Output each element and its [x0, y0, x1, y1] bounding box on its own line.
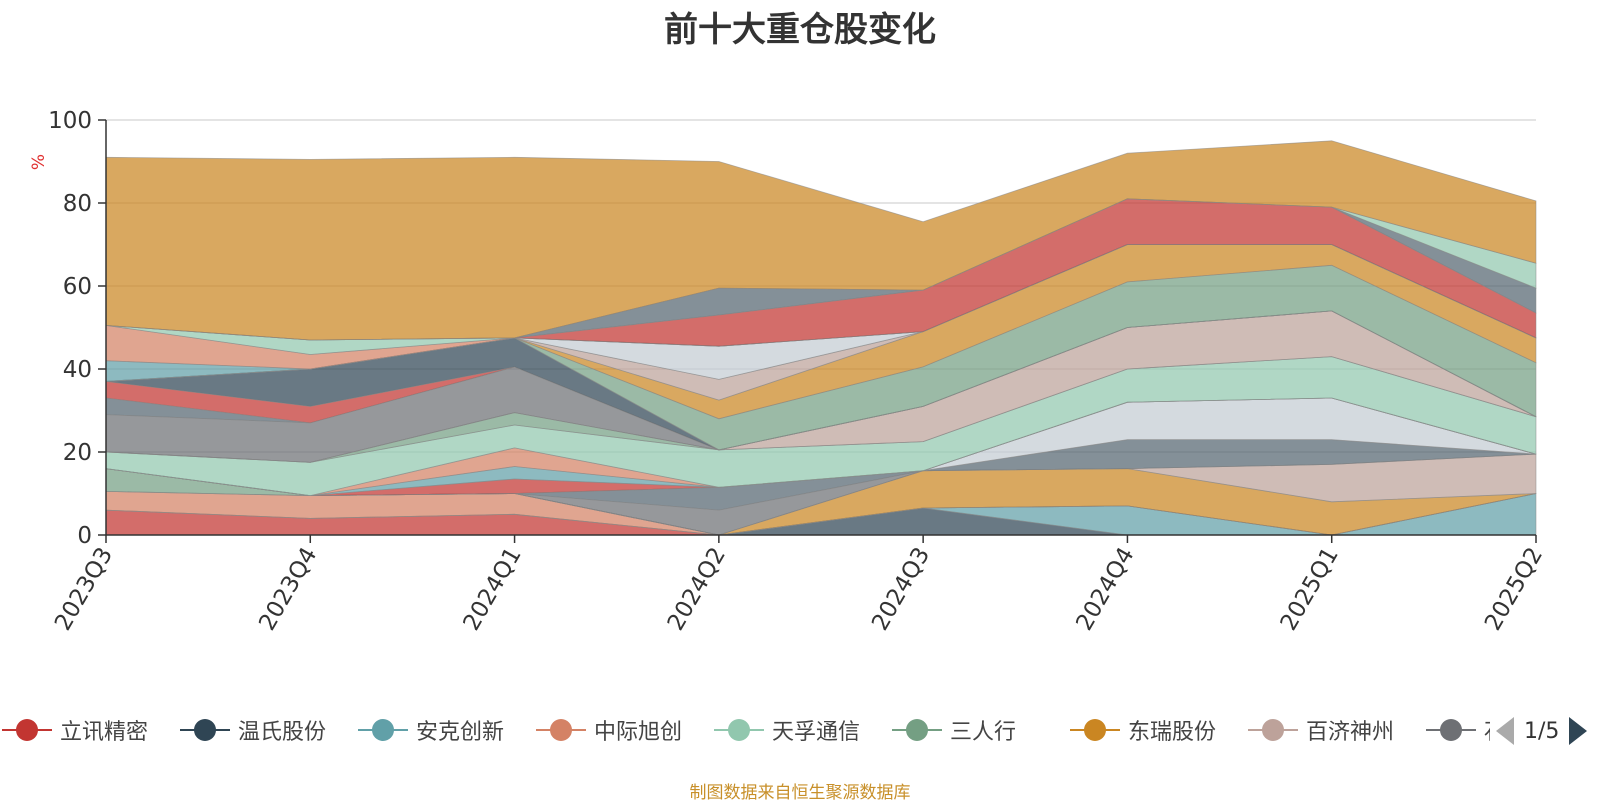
legend-item[interactable]: 温氏股份 — [178, 712, 326, 748]
chart-title: 前十大重仓股变化 — [664, 10, 936, 50]
legend-label: 温氏股份 — [238, 720, 327, 745]
legend-marker-dot — [1084, 719, 1106, 741]
legend-pager: 1/5 — [1496, 716, 1588, 746]
legend-label: 立讯精密 — [60, 720, 149, 745]
y-tick-label: 40 — [63, 357, 92, 383]
y-axis-unit-label: % — [29, 154, 49, 170]
x-tick-label: 2025Q2 — [1480, 543, 1548, 635]
legend-item[interactable]: 三人行 — [890, 712, 1016, 748]
areas-layer — [105, 140, 1537, 536]
x-tick-label: 2024Q1 — [459, 543, 527, 635]
legend-item[interactable]: 百济神州 — [1246, 712, 1394, 748]
y-tick-label: 60 — [63, 274, 92, 300]
legend-item[interactable]: 石头科技 — [1424, 712, 1490, 748]
legend-marker-dot — [16, 719, 38, 741]
legend-label: 百济神州 — [1306, 720, 1395, 745]
x-tick-label: 2025Q1 — [1276, 543, 1344, 635]
legend-item[interactable]: 天孚通信 — [712, 712, 860, 748]
x-tick-label: 2024Q3 — [867, 543, 935, 635]
legend-marker-icon — [890, 712, 944, 748]
legend-marker-dot — [1262, 719, 1284, 741]
legend-label: 三人行 — [950, 720, 1017, 745]
legend-item[interactable]: 中际旭创 — [534, 712, 682, 748]
y-tick-label: 0 — [77, 523, 92, 549]
x-tick-label: 2024Q4 — [1071, 543, 1139, 635]
legend-item[interactable]: 安克创新 — [356, 712, 504, 748]
legend-marker-dot — [372, 719, 394, 741]
legend-marker-dot — [906, 719, 928, 741]
x-tick-label: 2023Q3 — [50, 543, 118, 635]
legend-prev-page-button[interactable] — [1496, 717, 1514, 745]
legend-marker-icon — [178, 712, 232, 748]
legend-label: 天孚通信 — [772, 720, 861, 745]
legend-marker-dot — [550, 719, 572, 741]
legend-marker-dot — [194, 719, 216, 741]
legend-label: 石头科技 — [1484, 714, 1490, 746]
legend-marker-dot — [1440, 719, 1462, 741]
area-series-31 — [105, 140, 1537, 341]
legend-marker-icon — [1246, 712, 1300, 748]
legend-page-indicator: 1/5 — [1524, 718, 1560, 744]
legend-marker-icon — [712, 712, 766, 748]
x-tick-label: 2023Q4 — [254, 543, 322, 635]
legend-marker-dot — [728, 719, 750, 741]
source-note: 制图数据来自恒生聚源数据库 — [689, 783, 911, 803]
legend-marker-icon — [1424, 712, 1478, 748]
legend-item[interactable]: 立讯精密 — [0, 712, 148, 748]
legend-label: 安克创新 — [416, 720, 505, 745]
legend-item[interactable]: 东瑞股份 — [1068, 712, 1216, 748]
y-tick-label: 100 — [48, 108, 92, 134]
y-tick-label: 20 — [63, 440, 92, 466]
legend: 立讯精密 温氏股份 安克创新 中际旭创 天孚通信 三人行 东瑞股份 百济神州 石头科技 — [0, 712, 1490, 748]
legend-label: 中际旭创 — [594, 720, 683, 745]
x-tick-label: 2024Q2 — [663, 543, 731, 635]
legend-marker-icon — [534, 712, 588, 748]
legend-marker-icon — [0, 712, 54, 748]
chart-area: 0 20 40 60 80 100 2023Q3 2023Q4 2024Q1 2024Q2 2024… — [29, 108, 1548, 635]
legend-label: 东瑞股份 — [1128, 720, 1217, 745]
legend-next-page-button[interactable] — [1569, 717, 1588, 745]
legend-marker-icon — [356, 712, 410, 748]
legend-marker-icon — [1068, 712, 1122, 748]
y-tick-label: 80 — [63, 191, 92, 217]
